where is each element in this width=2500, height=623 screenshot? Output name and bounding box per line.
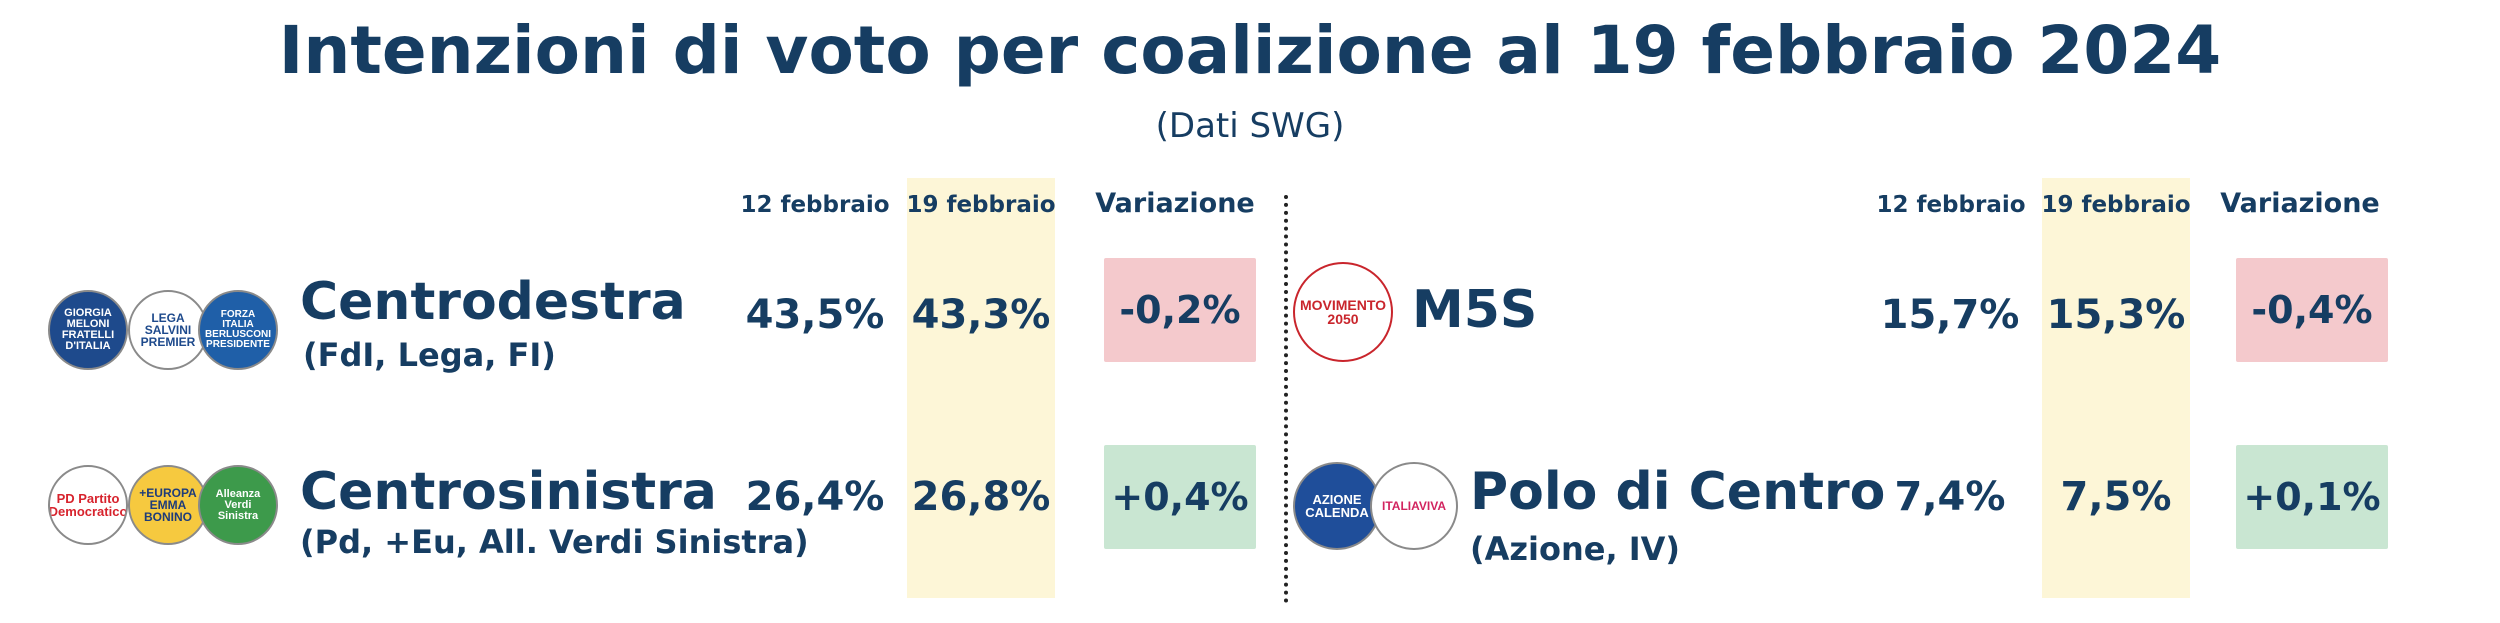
fi-logo-text: FORZA ITALIA BERLUSCONI PRESIDENTE [204, 309, 272, 350]
lega-logo-text: LEGA SALVINI PREMIER [140, 311, 196, 349]
avs-logo-text: Alleanza Verdi Sinistra [215, 487, 261, 522]
fdi-logo-text: GIORGIA MELONI FRATELLI D'ITALIA [61, 307, 115, 352]
highlight-column-left [907, 178, 1055, 598]
chart-subtitle: (Dati SWG) [1155, 106, 1345, 146]
header-variazione-right: Variazione [2220, 188, 2380, 219]
value-12feb-m5s: 15,7% [1880, 292, 2020, 338]
piu-europa-logo: +EUROPA EMMA BONINO [128, 465, 208, 545]
piu-europa-logo-text: +EUROPA EMMA BONINO [139, 486, 197, 524]
highlight-column-right [2042, 178, 2190, 598]
value-19feb-centrodestra: 43,3% [911, 292, 1051, 338]
row-name-centrodestra: Centrodestra [300, 272, 686, 332]
fi-logo: FORZA ITALIA BERLUSCONI PRESIDENTE [198, 290, 278, 370]
italia-viva-logo: ITALIAVIVA [1370, 462, 1458, 550]
value-19feb-m5s: 15,3% [2046, 292, 2186, 338]
header-12-febbraio-right: 12 febbraio [1876, 192, 2026, 218]
m5s-logo: MOVIMENTO 2050 [1293, 262, 1393, 362]
pd-logo: PD Partito Democratico [48, 465, 128, 545]
column-divider [1284, 195, 1288, 603]
value-12feb-centrosinistra: 26,4% [745, 474, 885, 520]
header-variazione-left: Variazione [1095, 188, 1255, 219]
pd-logo-text: PD Partito Democratico [48, 491, 128, 519]
change-polo-di-centro: +0,1% [2243, 475, 2381, 519]
value-19feb-polo-di-centro: 7,5% [2060, 474, 2172, 520]
row-name-m5s: M5S [1412, 280, 1538, 340]
change-box-centrodestra: -0,2% [1104, 258, 1256, 362]
chart-title: Intenzioni di voto per coalizione al 19 … [278, 12, 2222, 89]
change-centrodestra: -0,2% [1119, 288, 1241, 332]
row-parties-polo-di-centro: (Azione, IV) [1470, 530, 1681, 568]
header-19-febbraio-right: 19 febbraio [2041, 192, 2191, 218]
change-box-m5s: -0,4% [2236, 258, 2388, 362]
lega-logo: LEGA SALVINI PREMIER [128, 290, 208, 370]
azione-logo-text: AZIONE CALENDA [1305, 492, 1369, 520]
italia-viva-logo-text: ITALIAVIVA [1382, 499, 1446, 513]
avs-logo: Alleanza Verdi Sinistra [198, 465, 278, 545]
row-name-centrosinistra: Centrosinistra [300, 462, 717, 522]
change-centrosinistra: +0,4% [1111, 475, 1249, 519]
header-19-febbraio-left: 19 febbraio [906, 192, 1056, 218]
header-12-febbraio-left: 12 febbraio [740, 192, 890, 218]
value-19feb-centrosinistra: 26,8% [911, 474, 1051, 520]
row-parties-centrodestra: (FdI, Lega, FI) [303, 336, 556, 374]
m5s-logo-text: MOVIMENTO 2050 [1299, 297, 1387, 327]
row-parties-centrosinistra: (Pd, +Eu, All. Verdi Sinistra) [300, 523, 809, 561]
change-box-polo-di-centro: +0,1% [2236, 445, 2388, 549]
change-m5s: -0,4% [2251, 288, 2373, 332]
azione-logo: AZIONE CALENDA [1293, 462, 1381, 550]
change-box-centrosinistra: +0,4% [1104, 445, 1256, 549]
value-12feb-centrodestra: 43,5% [745, 292, 885, 338]
row-name-polo-di-centro: Polo di Centro [1470, 462, 1886, 522]
fdi-logo: GIORGIA MELONI FRATELLI D'ITALIA [48, 290, 128, 370]
value-12feb-polo-di-centro: 7,4% [1894, 474, 2006, 520]
